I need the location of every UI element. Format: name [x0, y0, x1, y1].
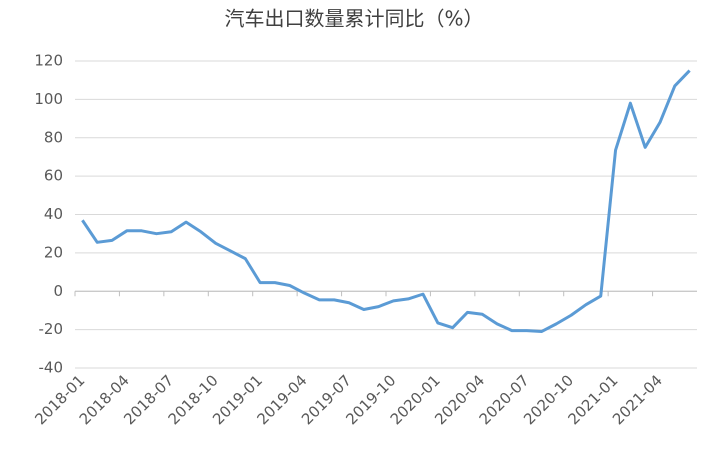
y-tick-label: -40 [39, 359, 64, 377]
y-tick-label: 120 [34, 52, 63, 70]
data-line [81, 69, 691, 334]
y-tick-label: -20 [39, 320, 64, 338]
y-tick-label: 40 [44, 205, 63, 223]
y-tick-label: 80 [44, 128, 63, 146]
chart-title: 汽车出口数量累计同比（%） [224, 7, 483, 31]
y-tick-label: 0 [53, 282, 63, 300]
y-tick-label: 60 [44, 167, 63, 185]
y-tick-label: 100 [34, 90, 63, 108]
x-tick-label: 2021-04 [609, 371, 666, 428]
y-tick-label: 20 [44, 243, 63, 261]
